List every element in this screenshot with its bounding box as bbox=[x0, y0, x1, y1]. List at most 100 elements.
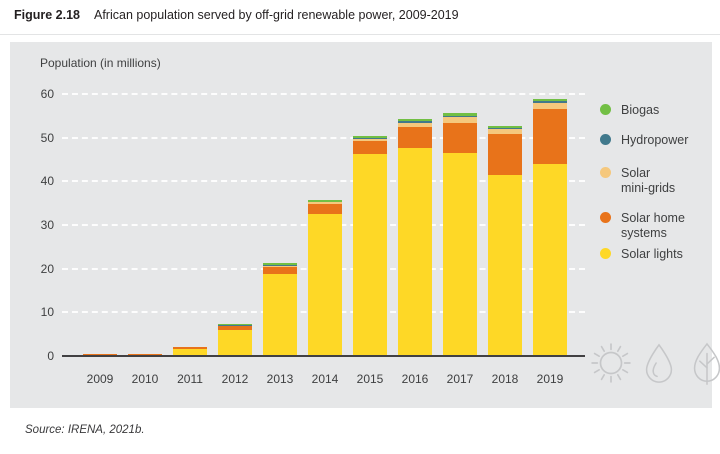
source-text: Source: IRENA, 2021b. bbox=[25, 424, 145, 436]
bar-segment-2019-solar-home-systems bbox=[533, 108, 567, 164]
bar-segment-2016-solar-home-systems bbox=[398, 126, 432, 148]
figure-title: Figure 2.18 African population served by … bbox=[14, 8, 459, 22]
x-tick-label-2013: 2013 bbox=[266, 372, 294, 386]
bar-segment-2012-biogas bbox=[218, 324, 252, 326]
chart-panel: Population (in millions) 0 10 20 30 40 50 60 2… bbox=[10, 42, 720, 408]
sun-icon bbox=[591, 343, 631, 383]
y-tick-label-60: 60 bbox=[40, 87, 54, 101]
legend-item-solar-home-systems: Solar home systems bbox=[600, 211, 685, 241]
gridline-40 bbox=[62, 180, 585, 183]
bar-segment-2018-hydropower bbox=[488, 127, 522, 130]
bar-segment-2012-solar-home-systems bbox=[218, 326, 252, 330]
bar-segment-2013-hydropower bbox=[263, 264, 297, 266]
bar-segment-2016-hydropower bbox=[398, 121, 432, 123]
bar-segment-2013-biogas bbox=[263, 263, 297, 265]
bar-2012 bbox=[218, 324, 252, 357]
bar-segment-2015-solar-lights bbox=[353, 154, 387, 357]
x-tick-label-2016: 2016 bbox=[401, 372, 429, 386]
gridline-50 bbox=[62, 136, 585, 139]
bar-2018 bbox=[488, 126, 522, 357]
x-tick-label-2015: 2015 bbox=[356, 372, 384, 386]
legend-label: Biogas bbox=[621, 103, 660, 117]
bar-segment-2015-solar-home-systems bbox=[353, 141, 387, 155]
tree-icon bbox=[693, 342, 720, 385]
bar-segment-2018-solar-home-systems bbox=[488, 133, 522, 175]
bar-segment-2013-solar-lights bbox=[263, 274, 297, 357]
bar-segment-2016-biogas bbox=[398, 119, 432, 122]
bar-segment-2014-hydropower bbox=[308, 201, 342, 203]
legend-dot bbox=[600, 212, 611, 223]
gridline-60 bbox=[62, 93, 585, 95]
x-tick-label-2011: 2011 bbox=[177, 372, 203, 386]
figure-label: Figure 2.18 bbox=[14, 8, 80, 22]
legend-dot bbox=[600, 104, 611, 115]
bar-segment-2017-solar-lights bbox=[443, 153, 477, 357]
bar-2016 bbox=[398, 119, 432, 357]
y-tick-label-30: 30 bbox=[40, 218, 54, 232]
legend-label: Solar home systems bbox=[621, 211, 685, 240]
legend-dot bbox=[600, 248, 611, 259]
legend-label: Solar mini-grids bbox=[621, 166, 676, 195]
legend-item-hydropower: Hydropower bbox=[600, 133, 688, 148]
bar-2011 bbox=[173, 346, 207, 357]
bar-segment-2011-solar-home-systems bbox=[173, 347, 207, 349]
bar-segment-2017-solar-home-systems bbox=[443, 122, 477, 154]
bar-segment-2014-biogas bbox=[308, 199, 342, 202]
x-tick-label-2014: 2014 bbox=[311, 372, 339, 386]
bar-segment-2018-solar-mini-grids bbox=[488, 129, 522, 134]
bar-segment-2016-solar-mini-grids bbox=[398, 122, 432, 127]
y-tick-label-10: 10 bbox=[40, 305, 54, 320]
bar-segment-2011-solar-lights bbox=[173, 348, 207, 357]
bar-2013 bbox=[263, 263, 297, 357]
bar-segment-2012-solar-lights bbox=[218, 329, 252, 357]
y-tick-label-0: 0 bbox=[47, 349, 54, 363]
bar-segment-2015-biogas bbox=[353, 136, 387, 138]
legend-dot bbox=[600, 167, 611, 178]
renewables-icons bbox=[590, 342, 720, 386]
figure-heading: African population served by off-grid re… bbox=[94, 8, 459, 22]
bar-segment-2013-solar-home-systems bbox=[263, 267, 297, 275]
x-tick-label-2012: 2012 bbox=[221, 372, 249, 386]
bar-segment-2014-solar-lights bbox=[308, 213, 342, 357]
bar-2017 bbox=[443, 113, 477, 357]
bar-segment-2013-solar-mini-grids bbox=[263, 265, 297, 268]
bar-2014 bbox=[308, 199, 342, 357]
bar-segment-2019-solar-lights bbox=[533, 163, 567, 357]
bar-segment-2019-biogas bbox=[533, 99, 567, 102]
x-tick-label-2017: 2017 bbox=[446, 372, 474, 386]
bar-segment-2016-solar-lights bbox=[398, 147, 432, 357]
legend-item-solar-mini-grids: Solar mini-grids bbox=[600, 166, 675, 196]
bar-segment-2017-biogas bbox=[443, 113, 477, 116]
bar-segment-2015-hydropower bbox=[353, 137, 387, 140]
legend-label: Solar lights bbox=[621, 247, 683, 261]
bar-2015 bbox=[353, 136, 387, 357]
bar-segment-2018-solar-lights bbox=[488, 174, 522, 357]
bar-segment-2017-solar-mini-grids bbox=[443, 117, 477, 123]
x-tick-label-2019: 2019 bbox=[536, 372, 564, 386]
y-tick-label-20: 20 bbox=[40, 261, 54, 276]
legend-label: Hydropower bbox=[621, 133, 689, 147]
y-tick-label-50: 50 bbox=[40, 130, 54, 145]
bar-segment-2009-solar-home-systems bbox=[83, 354, 117, 356]
bar-segment-2017-hydropower bbox=[443, 115, 477, 118]
water-drop-icon bbox=[645, 343, 673, 383]
x-tick-label-2010: 2010 bbox=[131, 372, 159, 386]
bar-segment-2010-solar-home-systems bbox=[128, 353, 162, 356]
y-axis-title: Population (in millions) bbox=[40, 56, 161, 70]
legend-item-solar-lights: Solar lights bbox=[600, 247, 683, 262]
bar-segment-2014-solar-home-systems bbox=[308, 203, 342, 214]
y-tick-label-40: 40 bbox=[40, 174, 54, 189]
legend-item-biogas: Biogas bbox=[600, 103, 659, 118]
bar-2019 bbox=[533, 99, 567, 357]
x-tick-label-2018: 2018 bbox=[491, 372, 519, 386]
bar-segment-2019-solar-mini-grids bbox=[533, 103, 567, 109]
plot-area bbox=[62, 93, 585, 357]
x-tick-label-2009: 2009 bbox=[86, 372, 114, 386]
title-divider bbox=[0, 34, 720, 35]
legend-dot bbox=[600, 134, 611, 145]
bar-segment-2014-solar-mini-grids bbox=[308, 202, 342, 204]
bar-segment-2018-biogas bbox=[488, 126, 522, 128]
bar-segment-2019-hydropower bbox=[533, 101, 567, 104]
bar-segment-2015-solar-mini-grids bbox=[353, 139, 387, 142]
